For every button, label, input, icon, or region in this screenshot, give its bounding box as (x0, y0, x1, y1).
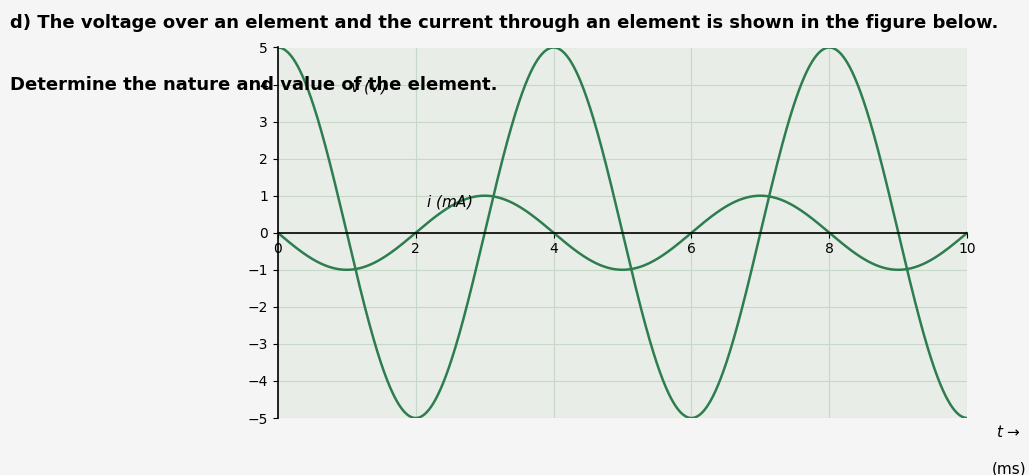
Text: Determine the nature and value of the element.: Determine the nature and value of the el… (10, 76, 498, 94)
Text: $i$ (mA): $i$ (mA) (426, 192, 472, 210)
Text: $t$ →: $t$ → (996, 424, 1021, 439)
Text: d) The voltage over an element and the current through an element is shown in th: d) The voltage over an element and the c… (10, 14, 999, 32)
Text: (ms): (ms) (991, 462, 1026, 475)
Text: $v$ (V): $v$ (V) (350, 78, 387, 96)
